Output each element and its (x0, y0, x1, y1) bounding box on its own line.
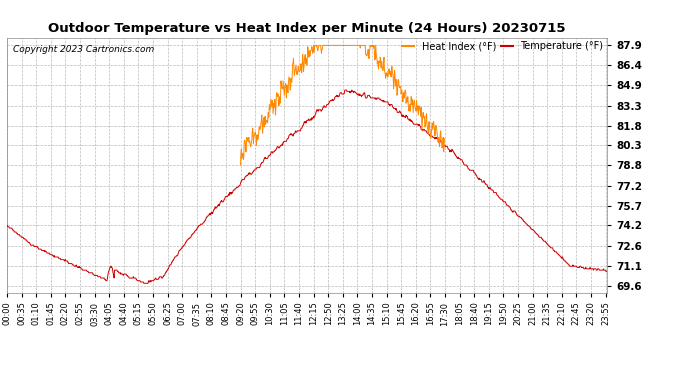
Title: Outdoor Temperature vs Heat Index per Minute (24 Hours) 20230715: Outdoor Temperature vs Heat Index per Mi… (48, 22, 566, 35)
Legend: Heat Index (°F), Temperature (°F): Heat Index (°F), Temperature (°F) (398, 38, 607, 55)
Text: Copyright 2023 Cartronics.com: Copyright 2023 Cartronics.com (13, 45, 154, 54)
